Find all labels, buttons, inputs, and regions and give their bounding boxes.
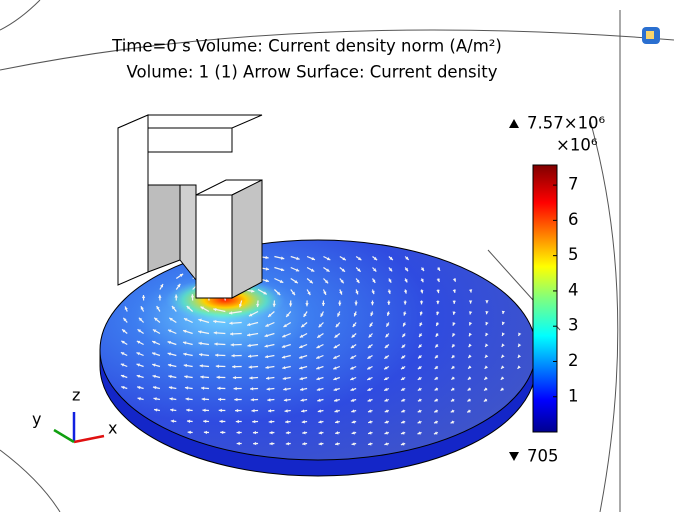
axis-triad <box>54 412 104 442</box>
title-line: Volume: 1 (1) Arrow Surface: Current den… <box>127 63 498 82</box>
magnet <box>118 115 262 298</box>
colorbar-max: 7.57×10⁶ <box>527 114 606 133</box>
tick-label: 4 <box>568 280 579 299</box>
tick-label: 2 <box>568 351 579 370</box>
max-marker <box>509 119 519 128</box>
view-icon-inner <box>646 31 654 39</box>
tick-label: 6 <box>568 210 579 229</box>
axis-label: x <box>108 419 117 438</box>
min-marker <box>509 452 519 461</box>
colorbar-min: 705 <box>527 447 559 466</box>
colorbar-multiplier: ×10⁶ <box>556 136 598 155</box>
tick-label: 3 <box>568 316 579 335</box>
tick-label: 1 <box>568 386 579 405</box>
title-line: Time=0 s Volume: Current density norm (A… <box>111 37 502 56</box>
axis-label: y <box>32 410 41 429</box>
scene: Time=0 s Volume: Current density norm (A… <box>0 0 674 512</box>
tick-label: 5 <box>568 245 579 264</box>
colorbar <box>533 165 557 432</box>
tick-label: 7 <box>568 175 579 194</box>
disk-top <box>100 240 536 460</box>
axis-label: z <box>72 386 80 405</box>
